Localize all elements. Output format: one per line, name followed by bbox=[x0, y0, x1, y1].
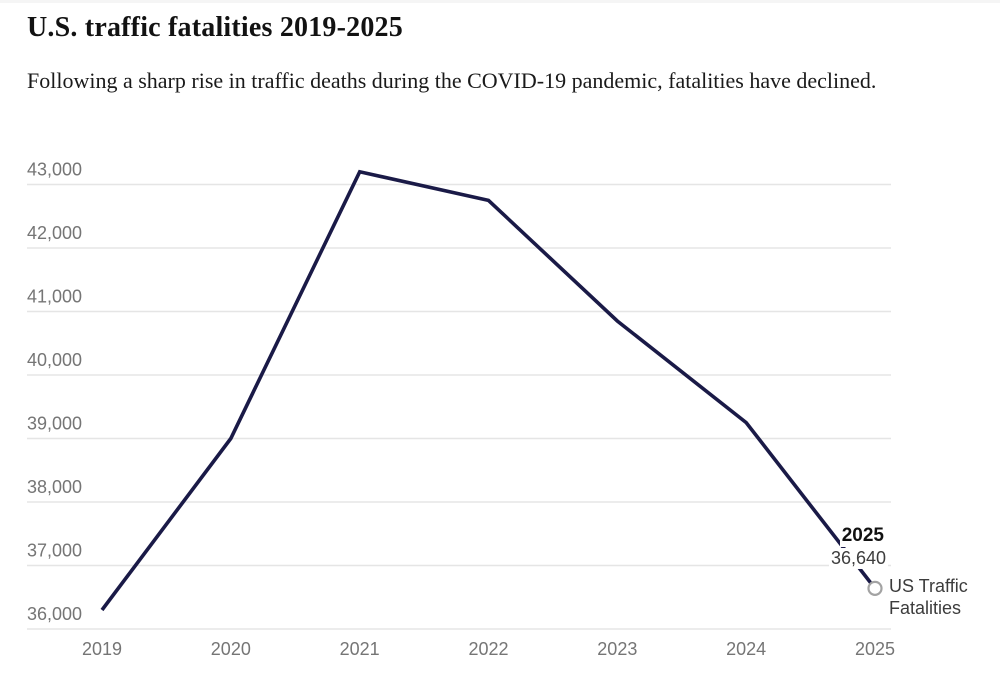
y-tick-label: 38,000 bbox=[27, 477, 82, 497]
x-tick-label: 2019 bbox=[82, 639, 122, 659]
x-tick-label: 2024 bbox=[726, 639, 766, 659]
y-tick-label: 41,000 bbox=[27, 287, 82, 307]
end-point-value-label: 36,640 bbox=[828, 548, 888, 569]
fatalities-line bbox=[100, 169, 877, 612]
y-tick-label: 39,000 bbox=[27, 414, 82, 434]
y-tick-label: 43,000 bbox=[27, 160, 82, 180]
y-tick-label: 40,000 bbox=[27, 350, 82, 370]
x-tick-label: 2025 bbox=[855, 639, 895, 659]
end-point-marker bbox=[867, 580, 883, 596]
y-tick-label: 36,000 bbox=[27, 604, 82, 624]
x-tick-label: 2022 bbox=[468, 639, 508, 659]
end-point-year-label: 2025 bbox=[839, 525, 886, 547]
y-tick-label: 42,000 bbox=[27, 223, 82, 243]
x-tick-label: 2023 bbox=[597, 639, 637, 659]
top-border-rule bbox=[0, 0, 1000, 3]
series-label: US Traffic Fatalities bbox=[889, 575, 975, 619]
chart-subtitle: Following a sharp rise in traffic deaths… bbox=[27, 68, 877, 93]
x-tick-label: 2021 bbox=[340, 639, 380, 659]
x-tick-label: 2020 bbox=[211, 639, 251, 659]
chart-title: U.S. traffic fatalities 2019-2025 bbox=[27, 12, 403, 43]
y-tick-label: 37,000 bbox=[27, 541, 82, 561]
